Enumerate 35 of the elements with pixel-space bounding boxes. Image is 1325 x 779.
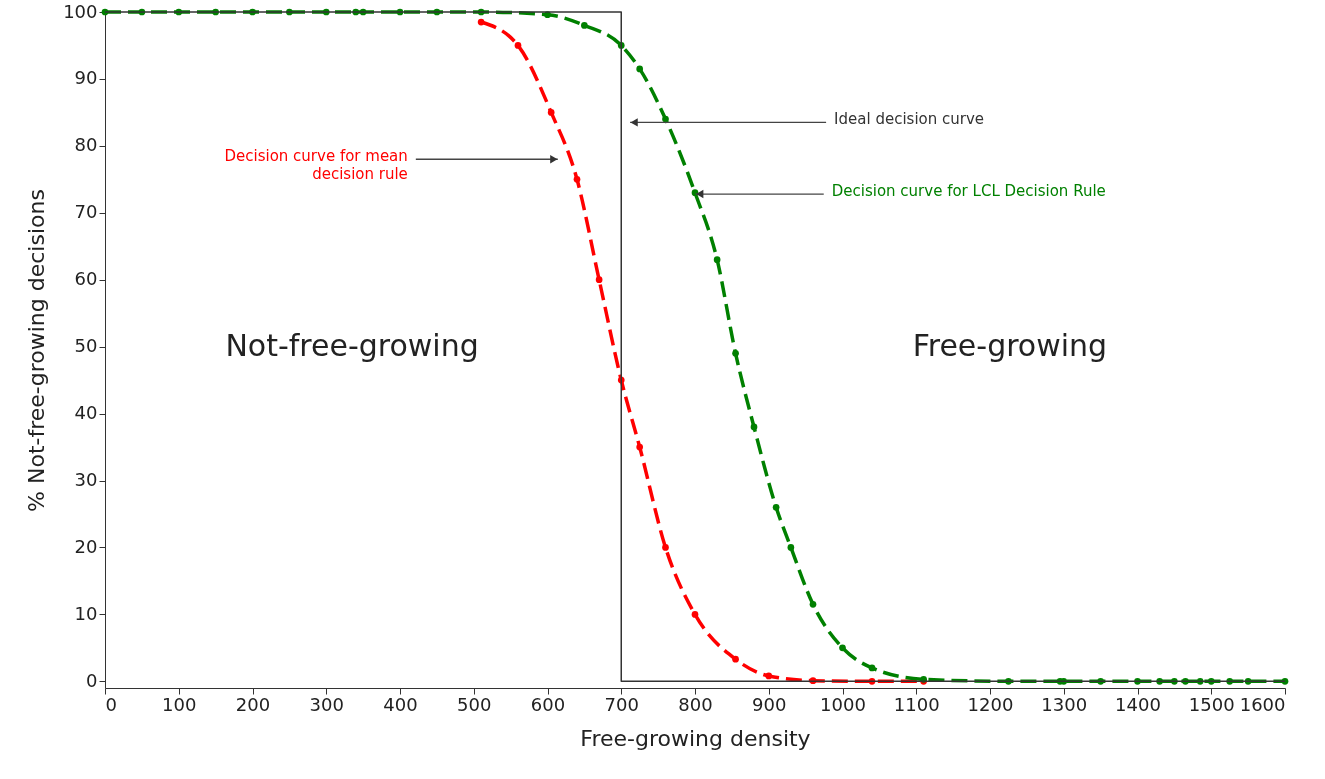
y-tick-label: 70 xyxy=(74,201,98,223)
x-tick-label: 700 xyxy=(604,693,639,715)
x-tick-label: 500 xyxy=(457,693,492,715)
y-tick-label: 90 xyxy=(74,67,98,89)
y-tick-label: 30 xyxy=(74,469,98,491)
x-tick-label: 400 xyxy=(383,693,418,715)
x-tick-label: 1300 xyxy=(1041,693,1088,715)
x-tick-label: 0 xyxy=(105,693,117,715)
annotation: Not-free-growing xyxy=(225,327,479,363)
annotation: Free-growing xyxy=(912,327,1108,363)
x-tick-label: 1600 xyxy=(1239,693,1286,715)
y-tick-label: 20 xyxy=(74,535,98,557)
y-tick-label: 100 xyxy=(63,0,98,22)
x-tick-label: 800 xyxy=(678,693,713,715)
x-tick-label: 1000 xyxy=(820,693,866,715)
x-tick-label: 900 xyxy=(752,693,787,715)
annotation: Ideal decision curve xyxy=(834,110,985,129)
x-tick-label: 1400 xyxy=(1115,693,1161,715)
x-tick-label: 1500 xyxy=(1188,693,1235,715)
x-axis-title: Free-growing density xyxy=(580,725,811,751)
y-tick-label: 80 xyxy=(74,134,98,156)
y-tick-label: 10 xyxy=(74,602,98,624)
x-tick-label: 600 xyxy=(530,693,566,715)
annotation: Decision curve for LCL Decision Rule xyxy=(831,182,1106,201)
x-tick-label: 200 xyxy=(235,693,271,715)
y-tick-label: 60 xyxy=(74,268,98,290)
y-axis-title: % Not-free-growing decisions xyxy=(24,189,50,512)
x-tick-label: 100 xyxy=(162,693,197,715)
annotation: Decision curve for mean decision rule xyxy=(224,147,408,184)
y-tick-label: 40 xyxy=(74,402,98,424)
y-tick-label: 50 xyxy=(74,335,98,357)
x-tick-label: 300 xyxy=(309,693,344,715)
y-tick-label: 0 xyxy=(86,669,98,691)
x-tick-label: 1200 xyxy=(967,693,1014,715)
x-tick-label: 1100 xyxy=(893,693,940,715)
